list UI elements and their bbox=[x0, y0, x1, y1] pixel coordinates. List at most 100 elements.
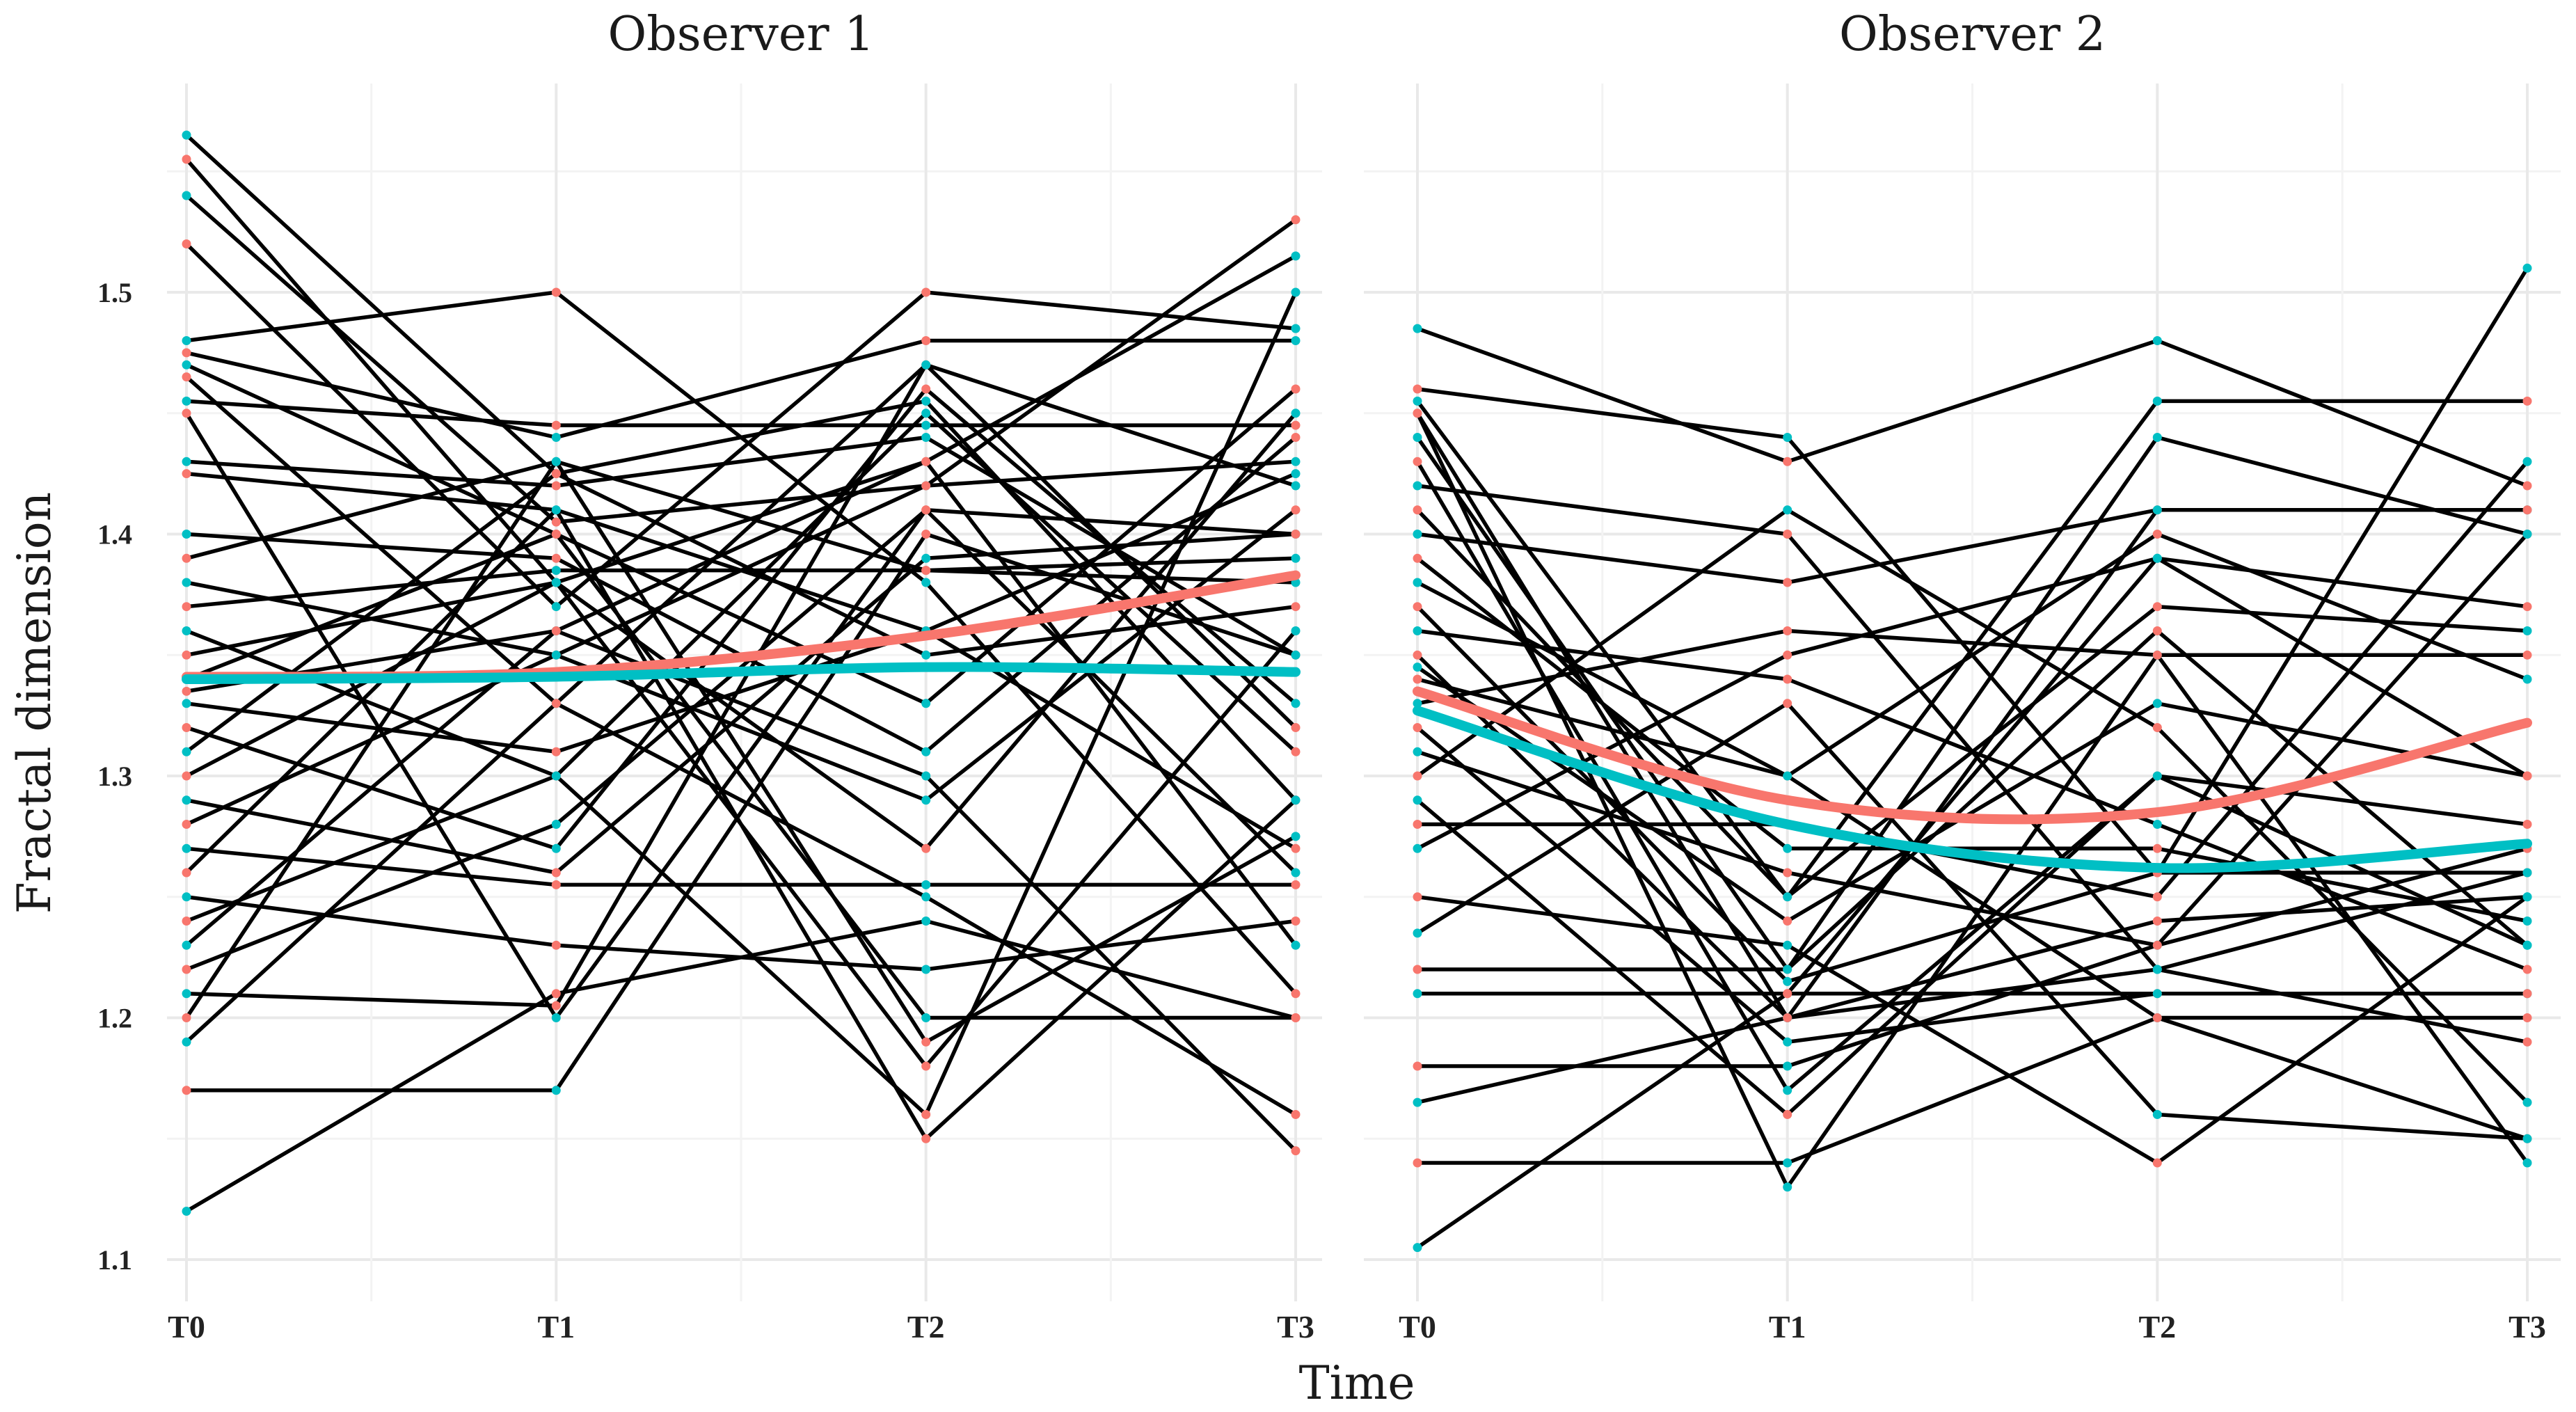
data-point bbox=[551, 457, 561, 466]
subject-line-s21 bbox=[1416, 774, 2528, 1117]
data-point bbox=[551, 287, 561, 297]
data-point bbox=[2152, 771, 2162, 781]
data-point bbox=[921, 1013, 931, 1022]
data-point bbox=[1291, 880, 1301, 889]
data-point bbox=[1291, 650, 1301, 660]
data-point bbox=[921, 360, 931, 370]
data-point bbox=[1413, 481, 1422, 491]
data-point bbox=[2522, 989, 2532, 999]
data-point bbox=[1413, 723, 1422, 732]
data-point bbox=[182, 1013, 191, 1022]
data-point bbox=[1413, 396, 1422, 406]
data-point bbox=[182, 747, 191, 756]
data-point bbox=[2152, 843, 2162, 853]
subject-line-s4 bbox=[185, 242, 1296, 609]
data-point bbox=[921, 287, 931, 297]
data-point bbox=[2152, 917, 2162, 926]
data-point bbox=[1291, 843, 1301, 853]
data-point bbox=[182, 154, 191, 164]
data-point bbox=[1291, 795, 1301, 805]
panel-1-points bbox=[182, 130, 1301, 1216]
data-point bbox=[1291, 989, 1301, 999]
data-point bbox=[2522, 505, 2532, 515]
data-point bbox=[551, 1013, 561, 1022]
data-point bbox=[921, 795, 931, 805]
data-point bbox=[1783, 917, 1792, 926]
data-point bbox=[921, 408, 931, 418]
data-point bbox=[2152, 965, 2162, 974]
trend-line-group-b bbox=[1413, 706, 2532, 873]
data-point bbox=[182, 469, 191, 479]
panel-2-grid bbox=[1364, 84, 2561, 1301]
data-point bbox=[1783, 457, 1792, 466]
data-point bbox=[2152, 396, 2162, 406]
data-point bbox=[182, 239, 191, 248]
data-point bbox=[182, 191, 191, 200]
data-point bbox=[551, 747, 561, 756]
data-point bbox=[551, 433, 561, 442]
data-point bbox=[2522, 530, 2532, 539]
data-point bbox=[921, 892, 931, 902]
data-point bbox=[1291, 457, 1301, 466]
data-point bbox=[2522, 650, 2532, 660]
subject-line-s25 bbox=[1416, 701, 2528, 1141]
data-point bbox=[551, 880, 561, 889]
data-point bbox=[551, 989, 561, 999]
data-point bbox=[1413, 699, 1422, 708]
subject-line-s31 bbox=[1416, 556, 2528, 1249]
data-point bbox=[2152, 989, 2162, 999]
data-point bbox=[1783, 965, 1792, 974]
data-point bbox=[2522, 396, 2532, 406]
data-point bbox=[182, 650, 191, 660]
data-point bbox=[1783, 674, 1792, 684]
data-point bbox=[1783, 843, 1792, 853]
data-point bbox=[1413, 771, 1422, 781]
data-point bbox=[551, 578, 561, 587]
data-point bbox=[182, 348, 191, 358]
subject-line-s10 bbox=[1416, 557, 2528, 923]
data-point bbox=[1291, 481, 1301, 491]
data-point bbox=[2522, 457, 2532, 466]
subject-line-s34 bbox=[184, 459, 1297, 1045]
data-point bbox=[2522, 626, 2532, 635]
data-point bbox=[182, 965, 191, 974]
data-point bbox=[2152, 940, 2162, 950]
data-point bbox=[551, 505, 561, 515]
subject-line-s9 bbox=[186, 399, 1296, 427]
subject-line-s11 bbox=[1416, 580, 2527, 1020]
panel-2-title: Observer 2 bbox=[1839, 7, 2106, 62]
data-point bbox=[1413, 650, 1422, 660]
data-point bbox=[1291, 626, 1301, 635]
data-point bbox=[2522, 674, 2532, 684]
data-point bbox=[182, 553, 191, 563]
y-tick-label: 1.1 bbox=[97, 1244, 132, 1276]
data-point bbox=[921, 965, 931, 974]
x-tick-label: T3 bbox=[1277, 1309, 1314, 1344]
data-point bbox=[182, 130, 191, 140]
data-point bbox=[2522, 965, 2532, 974]
data-point bbox=[1291, 420, 1301, 430]
data-point bbox=[182, 457, 191, 466]
data-point bbox=[1291, 1110, 1301, 1119]
subject-line-s30 bbox=[1417, 1015, 2528, 1165]
data-point bbox=[1783, 578, 1792, 587]
data-point bbox=[1413, 795, 1422, 805]
data-point bbox=[1413, 1243, 1422, 1253]
panel-1-title: Observer 1 bbox=[608, 7, 875, 62]
data-point bbox=[551, 481, 561, 491]
x-tick-label: T0 bbox=[168, 1309, 205, 1344]
subject-line-s27 bbox=[186, 846, 1296, 887]
x-tick-label: T2 bbox=[2138, 1309, 2176, 1344]
x-tick-label: T3 bbox=[2509, 1309, 2546, 1344]
data-point bbox=[1413, 747, 1422, 756]
data-point bbox=[921, 578, 931, 587]
data-point bbox=[2152, 553, 2162, 563]
data-point bbox=[1291, 215, 1301, 225]
data-point bbox=[1783, 868, 1792, 878]
data-point bbox=[1291, 530, 1301, 539]
data-point bbox=[1783, 1158, 1792, 1168]
data-point bbox=[2522, 820, 2532, 829]
data-point bbox=[1291, 699, 1301, 708]
x-tick-label: T2 bbox=[907, 1309, 945, 1344]
x-axis-tick-labels: T0 T1 T2 T3 T0 T1 T2 T3 bbox=[168, 1309, 2546, 1344]
